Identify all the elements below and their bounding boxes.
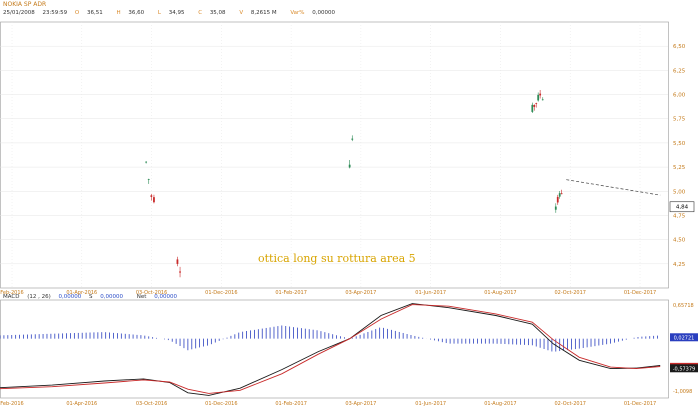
price-y-tick-label: 5,00 bbox=[673, 189, 686, 195]
high-label: H bbox=[116, 10, 121, 16]
price-y-tick-label: 5,50 bbox=[673, 141, 686, 147]
candle-body bbox=[351, 138, 354, 140]
candle-body bbox=[150, 195, 153, 197]
macd-x-tick-label: 01-Feb-2017 bbox=[275, 401, 307, 407]
candle-body bbox=[554, 206, 557, 210]
candle-body bbox=[535, 103, 538, 104]
ohlc-readout: 25/01/2008 23:59:59 O 36,51 H 36,60 L 34… bbox=[3, 10, 347, 16]
price-x-tick-label: 01-Apr-2016 bbox=[66, 290, 97, 296]
net-label: Net bbox=[136, 294, 147, 300]
candle-body bbox=[176, 259, 179, 264]
time-value: 23:59:59 bbox=[42, 10, 68, 16]
var-value: 0,00000 bbox=[312, 10, 336, 16]
last-price-box bbox=[669, 201, 695, 213]
volume-label: V bbox=[239, 10, 244, 16]
candle-body bbox=[556, 196, 559, 203]
net-value: 0,00000 bbox=[154, 294, 177, 300]
macd-panel-frame bbox=[0, 299, 669, 399]
macd-y-tick-label: 0,65718 bbox=[673, 303, 694, 309]
resistance-trendline bbox=[566, 179, 661, 196]
signal-label: S bbox=[89, 294, 93, 300]
high-value: 36,60 bbox=[128, 10, 145, 16]
symbol-label: NOKIA SP ADR bbox=[3, 1, 47, 8]
price-x-tick-label: 01-Aug-2017 bbox=[484, 290, 516, 296]
close-label: C bbox=[198, 10, 203, 16]
candle-body bbox=[541, 99, 544, 101]
price-x-tick-label: Feb-2016 bbox=[0, 290, 23, 296]
macd-params: (12 , 26) bbox=[27, 294, 51, 300]
macd-line bbox=[0, 303, 661, 396]
open-value: 36,51 bbox=[87, 10, 103, 16]
macd-x-tick-label: 03-Apr-2017 bbox=[345, 401, 376, 407]
macd-y-tick-label: -1,0098 bbox=[673, 389, 692, 395]
macd-header: MACD (12 , 26) 0,00000 S 0,00000 Net 0,0… bbox=[3, 294, 189, 300]
var-label: Var% bbox=[290, 10, 305, 16]
candle-body bbox=[533, 105, 536, 107]
price-x-tick-label: 02-Oct-2017 bbox=[554, 290, 585, 296]
annotation-text: ottica long su rottura area 5 bbox=[258, 252, 416, 265]
chart-header: NOKIA SP ADR 25/01/2008 23:59:59 O 36,51… bbox=[0, 0, 700, 24]
candle-body bbox=[531, 104, 534, 112]
macd-name: MACD bbox=[3, 294, 20, 300]
macd-x-tick-label: 01-Aug-2017 bbox=[484, 401, 516, 407]
macd-x-tick-label: 01-Apr-2016 bbox=[66, 401, 97, 407]
price-x-tick-label: 01-Jun-2017 bbox=[415, 290, 446, 296]
macd-y-tick-label: -0,57379 bbox=[673, 366, 695, 372]
signal-value: 0,00000 bbox=[100, 294, 124, 300]
price-x-tick-label: 01-Feb-2017 bbox=[275, 290, 307, 296]
price-y-tick-label: 6,00 bbox=[673, 93, 686, 99]
candle-body bbox=[537, 94, 540, 101]
price-x-tick-label: 03-Oct-2016 bbox=[136, 290, 167, 296]
price-y-tick-label: 4,75 bbox=[673, 213, 686, 219]
low-label: L bbox=[157, 10, 161, 16]
price-y-tick-label: 4,50 bbox=[673, 238, 686, 244]
candle-body bbox=[153, 197, 155, 203]
close-value: 35,08 bbox=[209, 10, 226, 16]
price-x-tick-label: 01-Dec-2017 bbox=[624, 290, 656, 296]
macd-value: 0,00000 bbox=[58, 294, 82, 300]
macd-x-tick-label: Feb-2016 bbox=[0, 401, 23, 407]
open-label: O bbox=[74, 10, 80, 16]
macd-x-tick-label: 01-Jun-2017 bbox=[415, 401, 446, 407]
macd-x-tick-label: 01-Dec-2017 bbox=[624, 401, 656, 407]
candle-body bbox=[348, 164, 351, 168]
price-y-tick-label: 6,25 bbox=[673, 68, 686, 74]
macd-y-tick-label: 0,02721 bbox=[674, 335, 695, 341]
price-y-tick-label: 6,50 bbox=[673, 44, 686, 50]
candle-body bbox=[558, 193, 561, 197]
date-value: 25/01/2008 bbox=[3, 10, 35, 16]
macd-value-box bbox=[670, 333, 698, 342]
price-x-tick-label: 01-Dec-2016 bbox=[205, 290, 237, 296]
price-panel-frame bbox=[0, 21, 669, 289]
price-y-tick-label: 5,75 bbox=[673, 117, 686, 123]
macd-value-box bbox=[670, 364, 698, 373]
price-x-tick-label: 03-Apr-2017 bbox=[345, 290, 376, 296]
candle-body bbox=[147, 179, 150, 180]
candle-body bbox=[539, 93, 542, 96]
price-y-tick-label: 5,25 bbox=[673, 165, 686, 171]
macd-x-tick-label: 01-Dec-2016 bbox=[205, 401, 237, 407]
signal-line bbox=[0, 304, 661, 394]
macd-x-tick-label: 02-Oct-2017 bbox=[554, 401, 585, 407]
low-value: 34,95 bbox=[168, 10, 185, 16]
candle-body bbox=[560, 193, 563, 195]
candle-body bbox=[179, 271, 181, 273]
price-y-tick-label: 4,25 bbox=[673, 262, 686, 268]
last-price-label: 4,84 bbox=[676, 205, 689, 211]
macd-x-tick-label: 03-Oct-2016 bbox=[136, 401, 167, 407]
volume-value: 8,2615 M bbox=[250, 10, 277, 16]
candle-body bbox=[145, 161, 148, 163]
